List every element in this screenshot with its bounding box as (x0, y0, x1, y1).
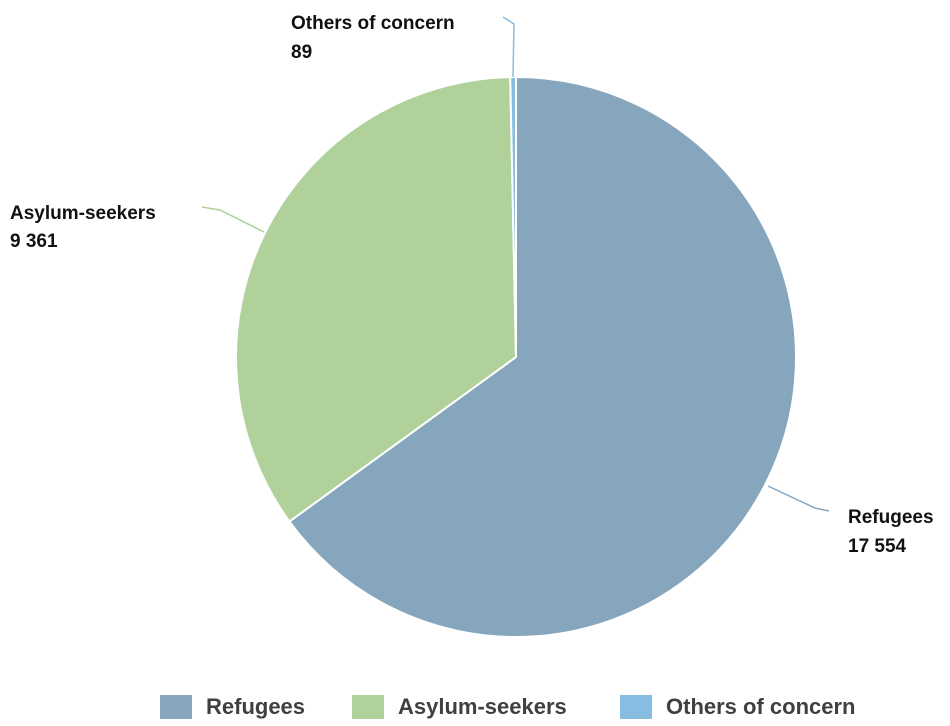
legend-item-asylum-seekers[interactable]: Asylum-seekers (352, 694, 567, 720)
label-others-name: Others of concern (291, 13, 455, 34)
pie-slices (235, 75, 797, 638)
slice-others[interactable] (509, 75, 517, 358)
pie-chart: Refugees 17 554 Asylum-seekers 9 361 Oth… (10, 13, 934, 638)
legend-label-refugees: Refugees (206, 694, 306, 719)
legend-label-asylum-seekers: Asylum-seekers (398, 694, 567, 719)
legend-swatch-refugees (160, 695, 192, 719)
label-refugees-value: 17 554 (848, 536, 907, 557)
slice-labels: Refugees 17 554 Asylum-seekers 9 361 Oth… (10, 13, 934, 557)
slice-asylum-seekers[interactable] (235, 76, 518, 523)
legend-label-others: Others of concern (666, 694, 856, 719)
leader-asylum-seekers (201, 206, 265, 233)
slice-refugees[interactable] (288, 75, 797, 638)
label-others-value: 89 (291, 42, 312, 63)
leader-others (502, 16, 515, 78)
legend-item-refugees[interactable]: Refugees (160, 694, 305, 720)
label-asylum-seekers-name: Asylum-seekers (10, 203, 156, 224)
legend: Refugees Asylum-seekers Others of concer… (0, 694, 950, 726)
leader-lines (201, 16, 830, 512)
label-asylum-seekers-value: 9 361 (10, 231, 58, 252)
legend-swatch-others (620, 695, 652, 719)
legend-item-others[interactable]: Others of concern (620, 694, 855, 720)
leader-refugees (767, 485, 830, 512)
legend-swatch-asylum-seekers (352, 695, 384, 719)
label-refugees-name: Refugees (848, 507, 934, 528)
